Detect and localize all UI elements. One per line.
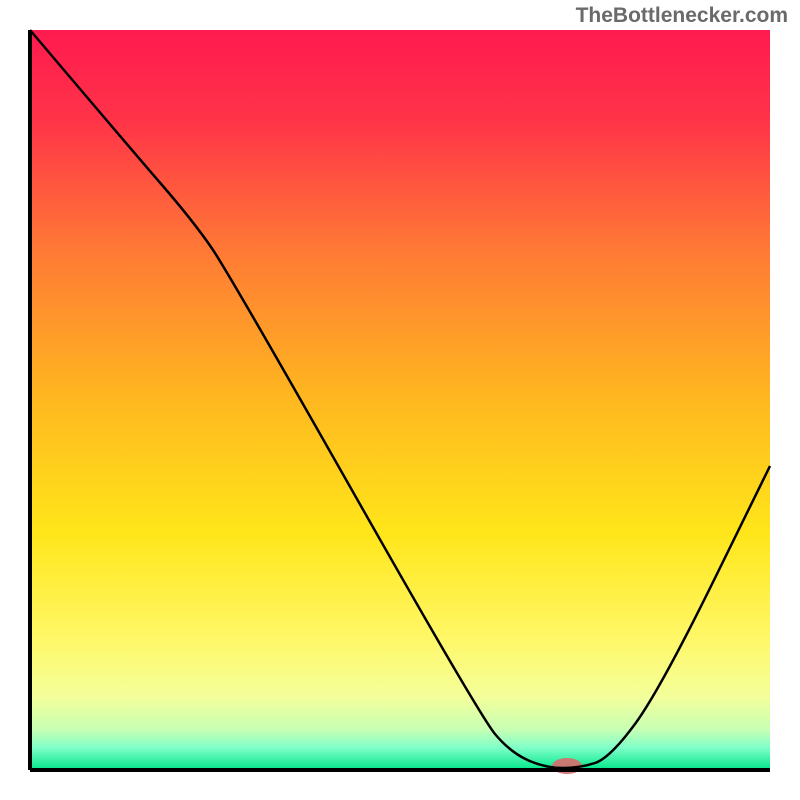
watermark-text: TheBottlenecker.com bbox=[576, 4, 788, 28]
chart-container: TheBottlenecker.com bbox=[0, 0, 800, 800]
bottleneck-chart bbox=[0, 0, 800, 800]
gradient-background bbox=[30, 30, 770, 770]
